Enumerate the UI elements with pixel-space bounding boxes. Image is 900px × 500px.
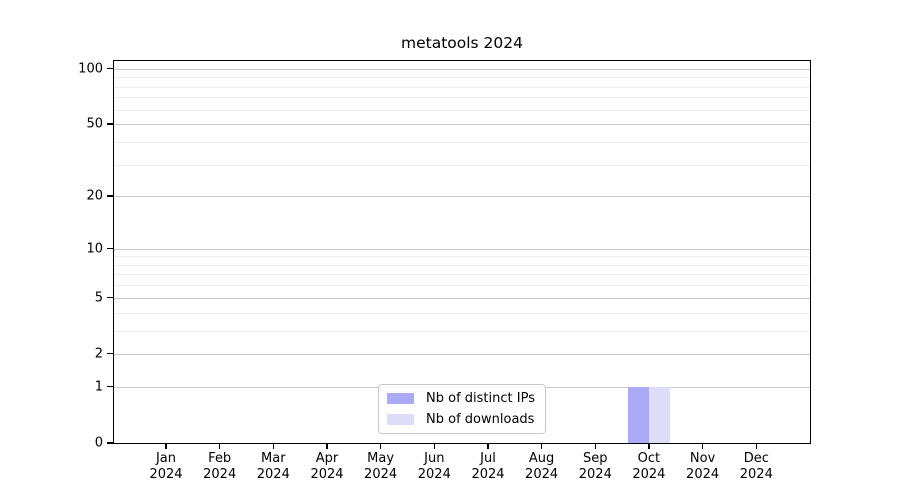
legend-label: Nb of distinct IPs bbox=[426, 391, 535, 406]
y-axis-tick bbox=[107, 68, 113, 70]
x-axis-tick-label: Oct 2024 bbox=[632, 451, 665, 482]
x-axis-tick-month: Jun bbox=[424, 451, 445, 466]
y-gridline-major bbox=[114, 68, 810, 70]
x-axis-tick-month: Dec bbox=[743, 451, 769, 466]
x-axis-tick-year: 2024 bbox=[364, 466, 398, 482]
x-axis-tick-label: May 2024 bbox=[364, 451, 397, 482]
y-axis-tick bbox=[107, 297, 113, 299]
x-axis-tick-label: Mar 2024 bbox=[257, 451, 290, 482]
y-gridline-minor bbox=[114, 77, 810, 79]
x-axis-tick-month: Sep bbox=[583, 451, 608, 466]
x-axis-tick-label: Jul 2024 bbox=[471, 451, 504, 482]
y-gridline-major bbox=[114, 196, 810, 198]
x-axis-tick-label: Sep 2024 bbox=[579, 451, 612, 482]
y-gridline-minor bbox=[114, 285, 810, 287]
y-gridline-minor bbox=[114, 264, 810, 266]
y-gridline-minor bbox=[114, 164, 810, 166]
x-axis-tick-label: Apr 2024 bbox=[310, 451, 343, 482]
y-gridline-major bbox=[114, 124, 810, 126]
x-axis-tick bbox=[487, 444, 489, 449]
y-axis-tick-label: 2 bbox=[94, 346, 103, 362]
y-axis-tick-label: 1 bbox=[94, 379, 103, 395]
y-gridline-minor bbox=[114, 141, 810, 143]
x-axis-tick-year: 2024 bbox=[739, 466, 773, 482]
y-gridline-minor bbox=[114, 256, 810, 258]
y-gridline-minor bbox=[114, 330, 810, 332]
y-axis-tick-label: 20 bbox=[86, 188, 103, 204]
x-axis-tick-month: Feb bbox=[208, 451, 232, 466]
y-axis-tick-label: 5 bbox=[94, 290, 103, 306]
x-axis-tick-year: 2024 bbox=[203, 466, 237, 482]
x-axis-tick-year: 2024 bbox=[578, 466, 612, 482]
x-axis-tick-month: Nov bbox=[689, 451, 716, 466]
x-axis-tick bbox=[326, 444, 328, 449]
x-axis-tick bbox=[165, 444, 167, 449]
legend: Nb of distinct IPs Nb of downloads bbox=[378, 384, 546, 434]
x-axis-tick bbox=[380, 444, 382, 449]
x-axis-tick-year: 2024 bbox=[686, 466, 720, 482]
x-axis-tick-label: Nov 2024 bbox=[686, 451, 719, 482]
y-axis-tick-label: 100 bbox=[78, 61, 103, 77]
x-axis-tick-month: Apr bbox=[315, 451, 339, 466]
x-axis-tick bbox=[219, 444, 221, 449]
y-axis-tick-label: 10 bbox=[86, 241, 103, 256]
y-gridline-major bbox=[114, 353, 810, 355]
x-axis-tick-year: 2024 bbox=[417, 466, 451, 482]
y-axis-tick bbox=[107, 195, 113, 197]
x-axis-tick bbox=[702, 444, 704, 449]
x-axis-tick-month: Mar bbox=[261, 451, 286, 466]
x-axis-tick-month: Oct bbox=[637, 451, 661, 466]
x-axis-tick bbox=[541, 444, 543, 449]
x-axis-tick-year: 2024 bbox=[256, 466, 290, 482]
x-axis-tick-year: 2024 bbox=[632, 466, 666, 482]
y-gridline-minor bbox=[114, 312, 810, 314]
x-axis-tick-year: 2024 bbox=[149, 466, 183, 482]
y-axis-tick bbox=[107, 247, 113, 250]
y-gridline-major bbox=[114, 248, 810, 250]
y-axis-tick bbox=[107, 442, 113, 444]
y-axis-tick-label: 0 bbox=[94, 435, 103, 451]
x-axis-tick-month: Aug bbox=[528, 451, 555, 466]
x-axis-tick bbox=[755, 444, 757, 449]
x-axis-tick-year: 2024 bbox=[310, 466, 344, 482]
chart-title: metatools 2024 bbox=[400, 34, 523, 52]
x-axis-tick-label: Dec 2024 bbox=[740, 451, 773, 482]
plot-area: 0 1 2 5 10 20 50 100 Jan 2024 Feb 2024 Mar 2024 Apr 202… bbox=[78, 60, 811, 482]
y-axis-tick bbox=[107, 353, 113, 355]
legend-entry: Nb of downloads bbox=[387, 412, 535, 427]
x-axis-tick bbox=[433, 444, 435, 449]
plot-inner: 0 1 2 5 10 20 50 100 Jan 2024 Feb 2024 Mar 2024 Apr 202… bbox=[78, 61, 810, 482]
y-axis-tick bbox=[107, 386, 113, 388]
bar-nb-of-downloads bbox=[648, 386, 671, 443]
legend-label: Nb of downloads bbox=[426, 412, 535, 427]
x-axis-tick-month: Jan bbox=[155, 451, 177, 466]
x-axis-tick bbox=[272, 444, 274, 449]
x-axis-tick-label: Feb 2024 bbox=[203, 451, 236, 482]
y-gridline-major bbox=[114, 297, 810, 299]
legend-entry: Nb of distinct IPs bbox=[387, 391, 535, 406]
y-gridline-minor bbox=[114, 97, 810, 99]
y-gridline-minor bbox=[114, 109, 810, 111]
legend-swatch bbox=[387, 393, 415, 404]
x-axis-tick-year: 2024 bbox=[525, 466, 559, 482]
x-axis-tick-label: Aug 2024 bbox=[525, 451, 558, 482]
x-axis-tick bbox=[594, 444, 596, 449]
x-axis-tick-month: May bbox=[367, 451, 395, 466]
x-axis-tick-year: 2024 bbox=[471, 466, 505, 482]
x-axis-tick-label: Jun 2024 bbox=[418, 451, 451, 482]
bar-nb-of-distinct-ips bbox=[627, 386, 649, 443]
y-axis-tick bbox=[107, 123, 113, 125]
x-axis-tick-label: Jan 2024 bbox=[149, 451, 182, 482]
x-axis-tick-month: Jul bbox=[480, 451, 496, 466]
y-gridline-minor bbox=[114, 274, 810, 276]
x-axis-tick bbox=[648, 444, 650, 449]
y-axis-tick-label: 50 bbox=[86, 116, 103, 132]
legend-swatch bbox=[387, 414, 415, 425]
y-gridline-minor bbox=[114, 86, 810, 88]
